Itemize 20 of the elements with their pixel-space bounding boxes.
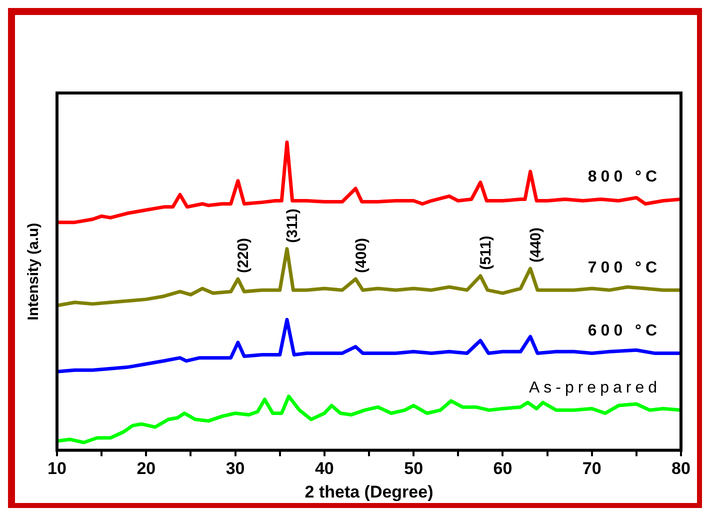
- annotation: (311): [284, 208, 302, 243]
- series-label: As-prepared: [528, 380, 661, 397]
- annotation: (440): [527, 227, 544, 263]
- series-label: 800 °C: [588, 168, 661, 186]
- x-tick-label: 80: [672, 459, 690, 478]
- y-axis-title: Intensity (a.u): [25, 222, 42, 320]
- x-tick-label: 10: [48, 459, 66, 478]
- frame: 2 theta (Degree) Intensity (a.u) 10 20 30 40 50 60 70 80 (220) (311) (400) (511) (440) 800 °C 700 °C 600 °C As-prepared: [8, 8, 702, 508]
- annotation: (511): [478, 236, 495, 270]
- x-tick-label: 70: [582, 459, 602, 478]
- series-label: 600 °C: [588, 322, 661, 340]
- x-tick-label: 30: [226, 459, 245, 478]
- series-label: 700 °C: [588, 259, 661, 276]
- x-axis-title: 2 theta (Degree): [304, 482, 434, 502]
- x-tick-label: 50: [404, 459, 424, 478]
- x-tick-label: 40: [314, 459, 334, 478]
- annotation: (220): [235, 238, 252, 273]
- x-tick-label: 60: [493, 459, 512, 478]
- annotation: (400): [352, 238, 370, 273]
- x-tick-label: 20: [136, 459, 156, 478]
